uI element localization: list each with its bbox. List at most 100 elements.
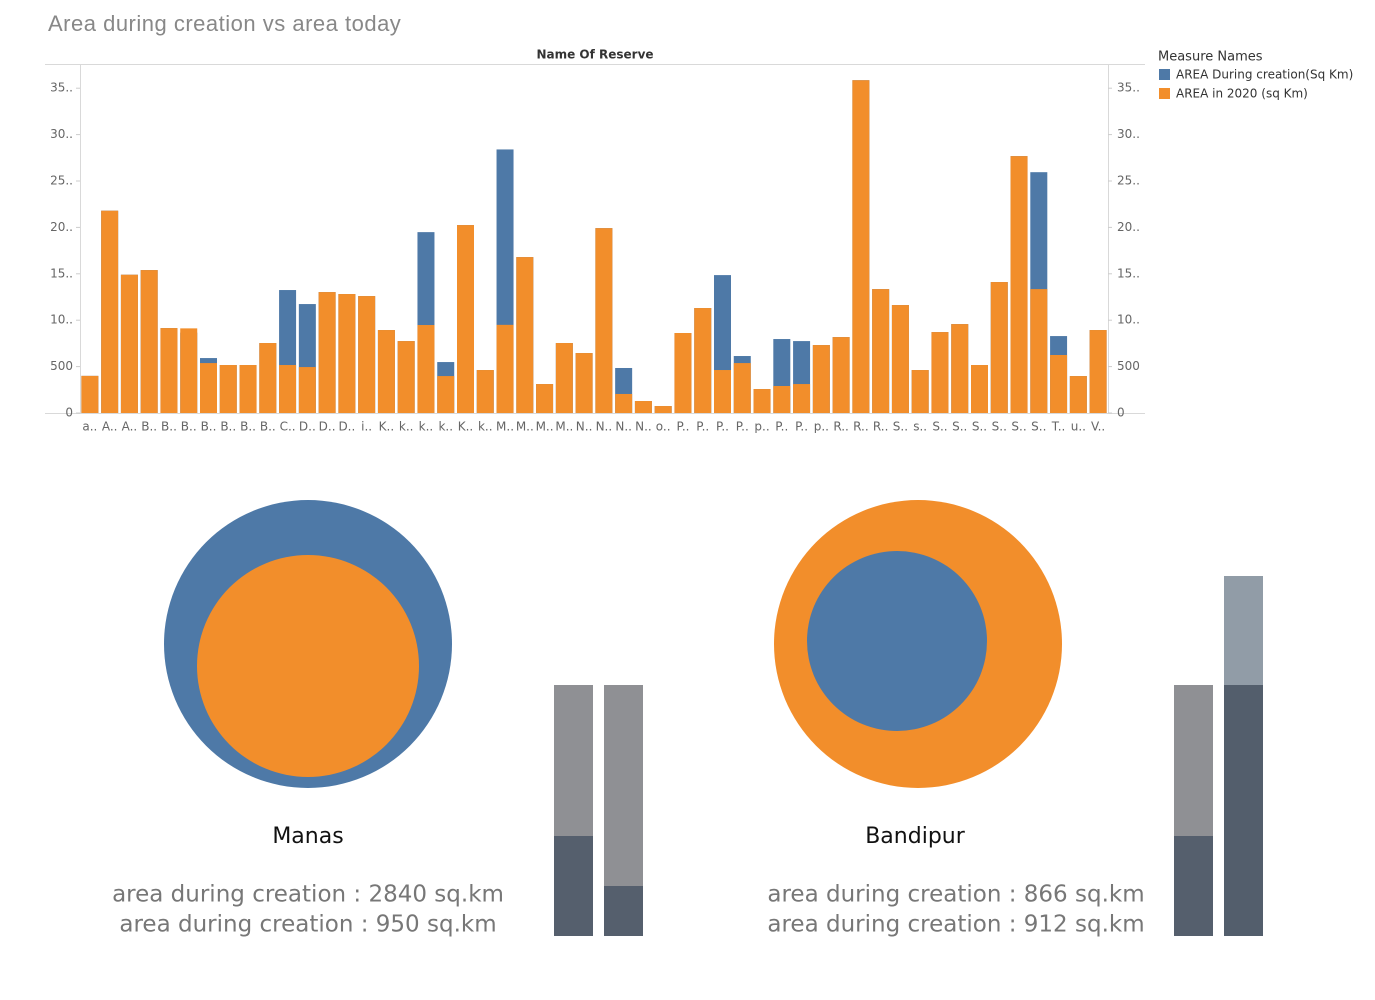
gauge-bar bbox=[1174, 836, 1213, 936]
bar bbox=[674, 333, 692, 413]
bar bbox=[654, 406, 672, 413]
bar bbox=[575, 353, 593, 413]
y2-tick-label: 15.. bbox=[1117, 266, 1140, 280]
x-tick-label: B.. bbox=[181, 420, 197, 434]
x-tick-label: R.. bbox=[853, 420, 869, 434]
bar bbox=[1089, 330, 1107, 413]
gauge-bar bbox=[554, 836, 593, 936]
y-tick-label: 20.. bbox=[50, 220, 73, 234]
bar bbox=[338, 294, 356, 413]
bar bbox=[536, 384, 554, 413]
bar bbox=[891, 305, 909, 413]
x-tick-label: B.. bbox=[240, 420, 256, 434]
bar bbox=[417, 325, 435, 413]
bar bbox=[120, 274, 138, 413]
bar bbox=[694, 308, 712, 413]
x-tick-label: k.. bbox=[399, 420, 414, 434]
x-tick-label: N.. bbox=[596, 420, 613, 434]
x-tick-label: V.. bbox=[1091, 420, 1105, 434]
x-tick-label: B.. bbox=[161, 420, 177, 434]
x-tick-label: M.. bbox=[555, 420, 573, 434]
x-tick-label: A.. bbox=[102, 420, 118, 434]
bar bbox=[615, 393, 633, 413]
bar bbox=[931, 332, 949, 413]
inner-circle bbox=[807, 551, 987, 731]
y-tick-label: 25.. bbox=[50, 174, 73, 188]
x-tick-label: M.. bbox=[516, 420, 534, 434]
x-tick-label: N.. bbox=[576, 420, 593, 434]
bar bbox=[219, 365, 237, 413]
x-tick-label: i.. bbox=[361, 420, 372, 434]
x-tick-label: B.. bbox=[260, 420, 276, 434]
bar bbox=[911, 370, 929, 413]
bar bbox=[970, 365, 989, 413]
x-tick-label: P.. bbox=[795, 420, 808, 434]
panel-manas: Manas area during creation : 2840 sq.km … bbox=[112, 500, 643, 938]
x-tick-label: D.. bbox=[338, 420, 355, 434]
bar bbox=[1069, 376, 1087, 413]
x-tick-label: p.. bbox=[814, 420, 829, 434]
x-tick-label: o.. bbox=[656, 420, 671, 434]
y2-tick-label: 25.. bbox=[1117, 174, 1140, 188]
x-tick-label: S.. bbox=[992, 420, 1007, 434]
gauge-bar bbox=[1224, 685, 1263, 936]
bar bbox=[951, 324, 969, 413]
x-tick-label: S.. bbox=[893, 420, 908, 434]
x-tick-label: K.. bbox=[379, 420, 395, 434]
x-tick-label: u.. bbox=[1071, 420, 1086, 434]
x-tick-label: S.. bbox=[1011, 420, 1026, 434]
bar bbox=[259, 343, 277, 413]
bar bbox=[456, 225, 475, 413]
bar bbox=[753, 389, 771, 413]
dashboard-title: Area during creation vs area today bbox=[48, 11, 401, 36]
bar bbox=[713, 370, 732, 413]
bar bbox=[496, 324, 514, 413]
bar bbox=[990, 282, 1008, 413]
x-tick-label: R.. bbox=[873, 420, 889, 434]
gauge-bar bbox=[604, 886, 643, 936]
gauge-bar bbox=[604, 685, 643, 886]
bar bbox=[279, 365, 297, 413]
bar bbox=[516, 257, 534, 413]
bar bbox=[437, 376, 455, 413]
panel-bandipur: Bandipur area during creation : 866 sq.k… bbox=[767, 500, 1263, 938]
bar bbox=[634, 401, 652, 413]
bar bbox=[160, 328, 178, 413]
y2-tick-label: 20.. bbox=[1117, 220, 1140, 234]
x-tick-label: T.. bbox=[1051, 420, 1066, 434]
x-tick-label: P.. bbox=[696, 420, 709, 434]
legend-swatch bbox=[1159, 88, 1170, 99]
legend-title: Measure Names bbox=[1158, 50, 1263, 65]
y-tick-label: 0 bbox=[65, 406, 73, 420]
gauge-bar bbox=[1174, 685, 1213, 836]
y2-tick-label: 10.. bbox=[1117, 313, 1140, 327]
column-header: Name Of Reserve bbox=[536, 48, 653, 62]
inner-circle bbox=[197, 555, 419, 777]
bar bbox=[1050, 355, 1068, 413]
x-tick-label: K.. bbox=[458, 420, 474, 434]
panel-line: area during creation : 950 sq.km bbox=[119, 912, 496, 938]
x-tick-label: D.. bbox=[299, 420, 316, 434]
x-tick-label: S.. bbox=[972, 420, 987, 434]
panel-line: area during creation : 2840 sq.km bbox=[112, 882, 504, 908]
bar bbox=[101, 210, 119, 413]
y2-tick-label: 35.. bbox=[1117, 81, 1140, 95]
panel-name: Manas bbox=[272, 824, 343, 849]
y-tick-label: 35.. bbox=[50, 81, 73, 95]
panel-line: area during creation : 912 sq.km bbox=[767, 912, 1144, 938]
bar bbox=[476, 370, 494, 413]
gauge-bar bbox=[554, 685, 593, 836]
x-tick-label: S.. bbox=[1031, 420, 1046, 434]
bar bbox=[397, 341, 415, 413]
bar bbox=[199, 363, 218, 413]
x-tick-label: S.. bbox=[932, 420, 947, 434]
bar bbox=[595, 228, 613, 413]
bar bbox=[358, 296, 376, 413]
bar bbox=[793, 384, 811, 413]
bar bbox=[733, 363, 751, 413]
bar bbox=[832, 337, 850, 413]
bar bbox=[81, 375, 99, 413]
bar bbox=[773, 385, 791, 413]
bar bbox=[1030, 289, 1048, 413]
